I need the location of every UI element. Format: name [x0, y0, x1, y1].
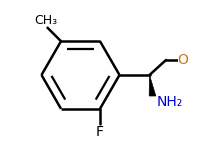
- Text: F: F: [96, 125, 104, 139]
- Text: CH₃: CH₃: [34, 14, 57, 27]
- Polygon shape: [149, 75, 156, 96]
- Text: O: O: [177, 53, 188, 67]
- Text: NH₂: NH₂: [157, 94, 183, 108]
